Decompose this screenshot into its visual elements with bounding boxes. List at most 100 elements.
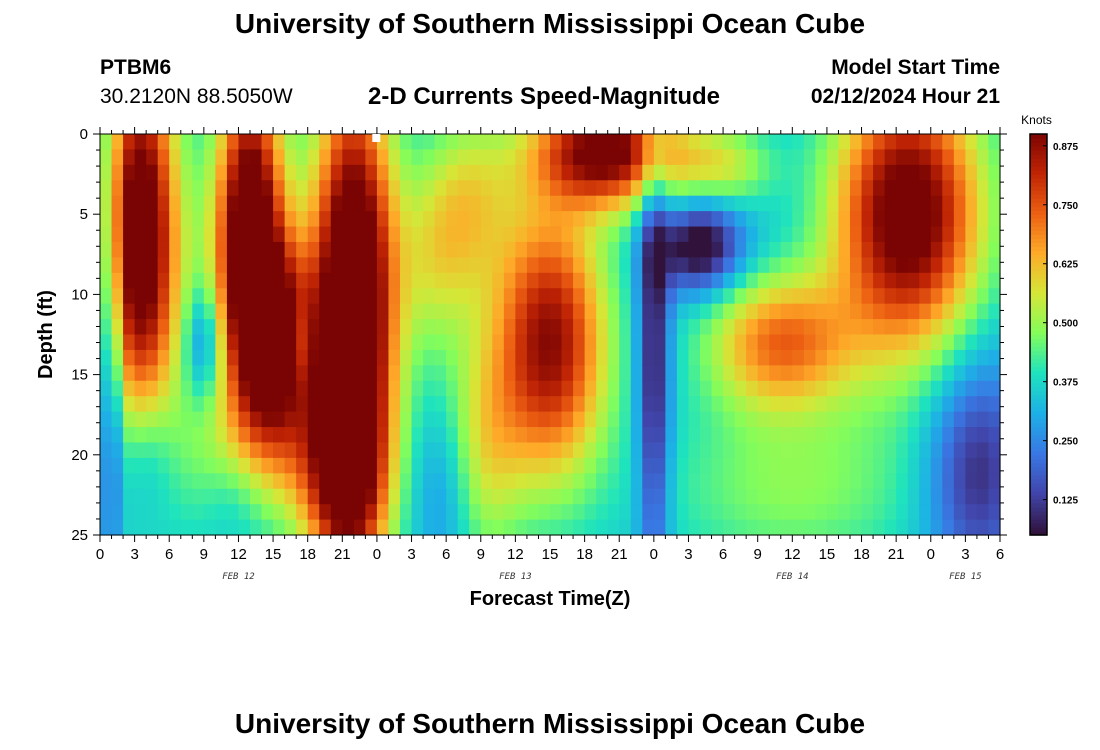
heatmap-cell bbox=[907, 303, 920, 320]
heatmap-cell bbox=[365, 288, 378, 305]
heatmap-cell bbox=[111, 272, 124, 289]
heatmap-cell bbox=[273, 442, 286, 459]
heatmap-cell bbox=[723, 427, 736, 444]
heatmap-cell bbox=[307, 134, 320, 151]
heatmap-cell bbox=[561, 164, 574, 181]
heatmap-cell bbox=[976, 504, 990, 521]
heatmap-cell bbox=[526, 226, 540, 243]
heatmap-cell bbox=[134, 134, 147, 151]
heatmap-cell bbox=[965, 257, 978, 274]
heatmap-cell bbox=[480, 473, 493, 490]
heatmap-cell bbox=[861, 457, 874, 474]
heatmap-cell bbox=[711, 427, 724, 444]
colorbar-segment bbox=[1030, 326, 1047, 332]
heatmap-cell bbox=[630, 411, 643, 428]
heatmap-cell bbox=[169, 195, 182, 212]
heatmap-cell bbox=[861, 272, 874, 289]
heatmap-cell bbox=[365, 473, 378, 490]
heatmap-cell bbox=[930, 180, 943, 197]
heatmap-cell bbox=[330, 303, 343, 320]
heatmap-cell bbox=[492, 319, 505, 336]
heatmap-cell bbox=[215, 365, 228, 382]
heatmap-cell bbox=[861, 396, 874, 413]
heatmap-cell bbox=[792, 365, 805, 382]
colorbar-segment bbox=[1030, 526, 1047, 532]
heatmap-cell bbox=[492, 195, 505, 212]
heatmap-cell bbox=[169, 349, 182, 366]
heatmap-cell bbox=[550, 272, 563, 289]
heatmap-cell bbox=[596, 272, 609, 289]
heatmap-cell bbox=[215, 473, 228, 490]
heatmap-cell bbox=[457, 303, 470, 320]
heatmap-cell bbox=[665, 195, 678, 212]
heatmap-cell bbox=[988, 442, 1001, 459]
heatmap-cell bbox=[180, 365, 193, 382]
colorbar-segment bbox=[1030, 502, 1047, 508]
heatmap-cell bbox=[400, 411, 413, 428]
heatmap-cell bbox=[515, 180, 528, 197]
heatmap-cell bbox=[319, 380, 332, 397]
heatmap-cell bbox=[988, 411, 1001, 428]
heatmap-cell bbox=[503, 504, 516, 521]
heatmap-cell bbox=[653, 180, 666, 197]
heatmap-cell bbox=[480, 504, 493, 521]
heatmap-cell bbox=[676, 334, 690, 351]
heatmap-cell bbox=[492, 149, 505, 166]
heatmap-cell bbox=[538, 396, 551, 413]
heatmap-cell bbox=[411, 349, 424, 366]
heatmap-cell bbox=[769, 380, 782, 397]
heatmap-cell bbox=[596, 257, 609, 274]
x-axis-title: Forecast Time(Z) bbox=[470, 588, 631, 610]
heatmap-cell bbox=[538, 180, 551, 197]
heatmap-cell bbox=[273, 180, 286, 197]
heatmap-cell bbox=[457, 411, 470, 428]
heatmap-cell bbox=[411, 257, 424, 274]
heatmap-cell bbox=[815, 272, 828, 289]
heatmap-cell bbox=[630, 211, 643, 228]
heatmap-cell bbox=[873, 257, 886, 274]
heatmap-cell bbox=[723, 303, 736, 320]
heatmap-cell bbox=[780, 380, 793, 397]
heatmap-cell bbox=[400, 519, 413, 536]
heatmap-cell bbox=[942, 164, 955, 181]
heatmap-cell bbox=[642, 473, 655, 490]
colorbar-segment bbox=[1030, 422, 1047, 428]
heatmap-cell bbox=[700, 195, 713, 212]
heatmap-cell bbox=[423, 349, 436, 366]
heatmap-cell bbox=[100, 488, 113, 505]
heatmap-cell bbox=[169, 396, 182, 413]
heatmap-cell bbox=[411, 319, 424, 336]
heatmap-cell bbox=[376, 241, 390, 258]
heatmap-cell bbox=[550, 504, 563, 521]
heatmap-cell bbox=[561, 365, 574, 382]
heatmap-cell bbox=[746, 349, 759, 366]
heatmap-cell bbox=[746, 180, 759, 197]
heatmap-cell bbox=[261, 288, 274, 305]
colorbar-segment bbox=[1030, 246, 1047, 251]
heatmap-cell bbox=[919, 288, 932, 305]
heatmap-cell bbox=[942, 134, 955, 151]
heatmap-cell bbox=[953, 411, 966, 428]
heatmap-cell bbox=[446, 149, 459, 166]
heatmap-cell bbox=[400, 504, 413, 521]
heatmap-cell bbox=[976, 211, 990, 228]
heatmap-cell bbox=[792, 164, 805, 181]
heatmap-cell bbox=[688, 457, 701, 474]
heatmap-cell bbox=[100, 195, 113, 212]
heatmap-cell bbox=[596, 411, 609, 428]
heatmap-cell bbox=[665, 134, 678, 151]
heatmap-cell bbox=[434, 349, 447, 366]
heatmap-cell bbox=[250, 257, 263, 274]
heatmap-cell bbox=[238, 319, 251, 336]
heatmap-cell bbox=[250, 380, 263, 397]
heatmap-cell bbox=[273, 134, 286, 151]
heatmap-cell bbox=[850, 226, 863, 243]
heatmap-cell bbox=[446, 396, 459, 413]
heatmap-cell bbox=[146, 303, 159, 320]
heatmap-cell bbox=[653, 488, 666, 505]
heatmap-cell bbox=[457, 427, 470, 444]
heatmap-cell bbox=[734, 504, 747, 521]
heatmap-cell bbox=[365, 411, 378, 428]
heatmap-cell bbox=[792, 519, 805, 536]
heatmap-cell bbox=[734, 473, 747, 490]
